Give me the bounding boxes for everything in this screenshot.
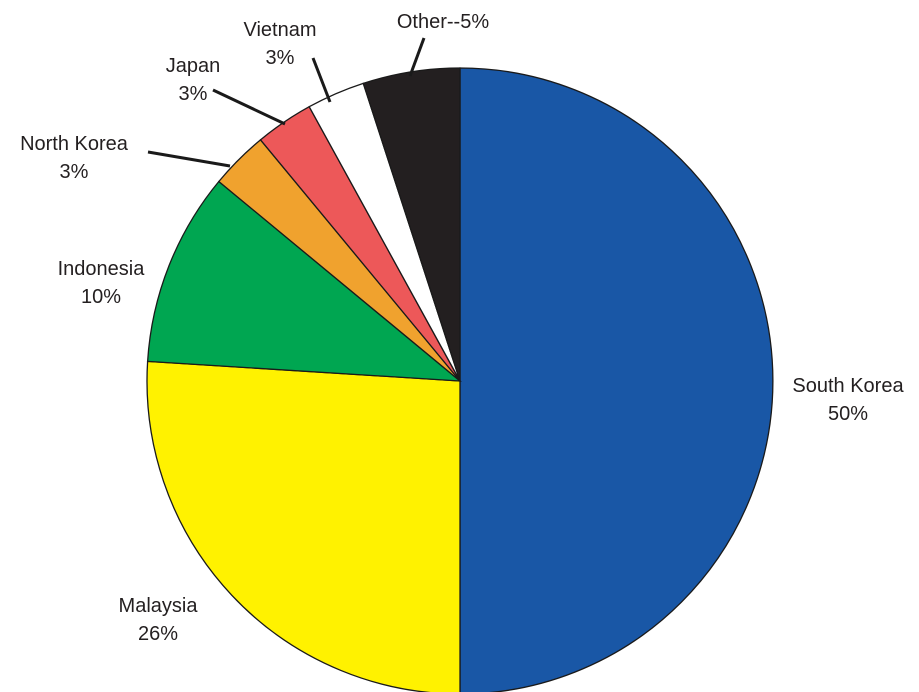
slice-label-japan: Japan 3% (166, 55, 221, 105)
pie-slice-indonesia (146, 180, 462, 382)
slice-label-value: 3% (266, 47, 295, 69)
pie-slice-south-korea (459, 67, 774, 692)
leader-line-japan (212, 88, 286, 126)
leader-line-other (408, 37, 426, 77)
slice-labels: South Korea 50% Malaysia 26% Indonesia 10% Nor… (20, 11, 904, 645)
leader-lines (147, 37, 426, 168)
slice-label-name: Japan (166, 55, 221, 77)
slice-label-name: North Korea (20, 133, 129, 155)
slice-label-value: 50% (828, 403, 868, 425)
pie-slices (146, 67, 774, 692)
slice-label-value: 3% (179, 83, 208, 105)
slice-label-indonesia: Indonesia 10% (58, 258, 146, 308)
slice-label-vietnam: Vietnam 3% (243, 19, 316, 69)
slice-label-north-korea: North Korea 3% (20, 133, 129, 183)
slice-label-name: Indonesia (58, 258, 146, 280)
leader-line-vietnam (311, 57, 332, 103)
slice-label-other: Other--5% (397, 11, 489, 33)
slice-label-name: Vietnam (243, 19, 316, 41)
slice-label-name: South Korea (792, 375, 904, 397)
pie-slice-malaysia (146, 360, 461, 692)
slice-label-name: Malaysia (119, 595, 199, 617)
leader-line-north-korea (147, 150, 231, 168)
slice-label-value: 10% (81, 286, 121, 308)
slice-label-south-korea: South Korea 50% (792, 375, 904, 425)
slice-label-value: 26% (138, 623, 178, 645)
slice-label-name: Other--5% (397, 11, 489, 33)
slice-label-malaysia: Malaysia 26% (119, 595, 199, 645)
slice-label-value: 3% (60, 161, 89, 183)
